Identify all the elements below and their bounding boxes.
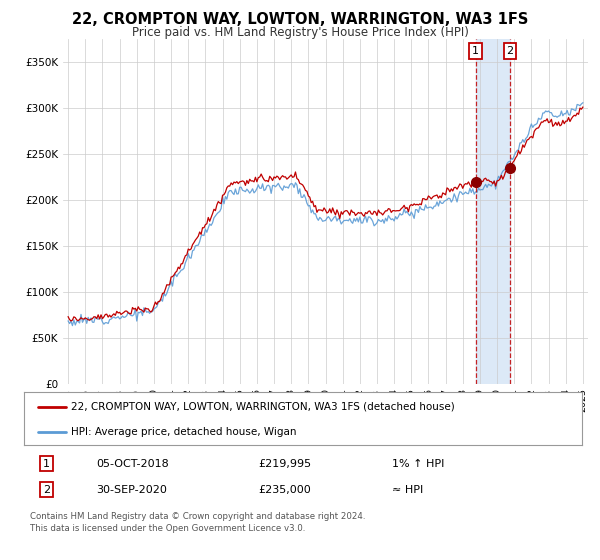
Text: 1: 1 xyxy=(43,459,50,469)
Text: Price paid vs. HM Land Registry's House Price Index (HPI): Price paid vs. HM Land Registry's House … xyxy=(131,26,469,39)
Text: 2: 2 xyxy=(43,484,50,494)
Text: 1% ↑ HPI: 1% ↑ HPI xyxy=(392,459,445,469)
Text: 1: 1 xyxy=(472,46,479,56)
Text: Contains HM Land Registry data © Crown copyright and database right 2024.
This d: Contains HM Land Registry data © Crown c… xyxy=(29,512,365,533)
Text: ≈ HPI: ≈ HPI xyxy=(392,484,424,494)
Text: 05-OCT-2018: 05-OCT-2018 xyxy=(97,459,169,469)
Text: £235,000: £235,000 xyxy=(259,484,311,494)
Bar xyxy=(476,39,510,384)
Text: 22, CROMPTON WAY, LOWTON, WARRINGTON, WA3 1FS (detached house): 22, CROMPTON WAY, LOWTON, WARRINGTON, WA… xyxy=(71,402,455,412)
Text: £219,995: £219,995 xyxy=(259,459,311,469)
Text: HPI: Average price, detached house, Wigan: HPI: Average price, detached house, Wiga… xyxy=(71,427,297,437)
Text: 30-SEP-2020: 30-SEP-2020 xyxy=(97,484,167,494)
Text: 22, CROMPTON WAY, LOWTON, WARRINGTON, WA3 1FS: 22, CROMPTON WAY, LOWTON, WARRINGTON, WA… xyxy=(72,12,528,27)
Text: 2: 2 xyxy=(506,46,514,56)
